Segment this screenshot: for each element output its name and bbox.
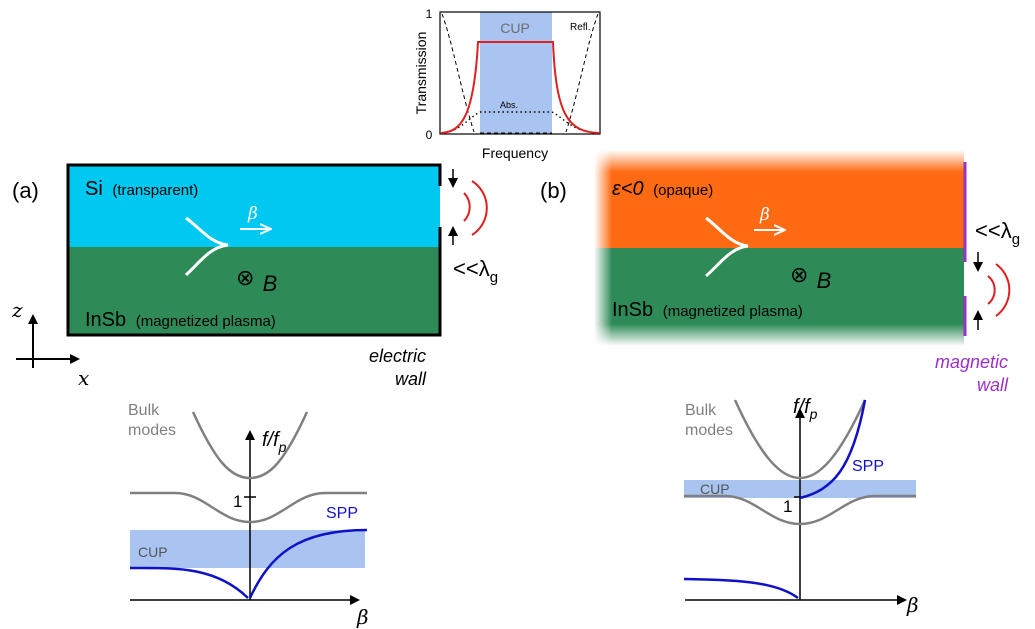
panel-b-opaque-text: ε<0 (opaque) [612,178,713,200]
inset-refl-label: Refl. [570,22,591,33]
panel-b-fade-bottom [594,324,964,346]
panel-b-radiation-wave-1 [987,275,996,305]
inset-plot: 1 0 Transmission Frequency CUP Refl. Abs… [413,7,601,161]
panel-b-beta: β [759,205,770,225]
dispersion-a-spp-label: SPP [326,505,358,522]
inset-abs-label: Abs. [500,100,518,110]
inset-ylabel: Transmission [413,32,429,115]
dispersion-b-tick-label: 1 [783,497,792,516]
panel-b-label: (b) [540,178,567,203]
dispersion-b-spp-label: SPP [852,458,884,475]
panel-a-insb-text: InSb (magnetized plasma) [85,309,276,331]
panel-b-wall-line2: wall [977,375,1009,395]
panel-b-mode-profile [705,216,749,278]
panel-b: (b) ε<0 (opaque) InSb (magnetized plasma… [540,150,1020,395]
panel-a-insb-layer [68,247,440,335]
dispersion-b: 1 f/fp β Bulk modes SPP CUP [683,396,919,617]
panel-b-insb-text: InSb (magnetized plasma) [612,299,803,321]
panel-a-mode-profile [184,216,229,277]
panel-a-wall-line2: wall [395,369,427,389]
panel-b-fade-left [594,150,612,346]
panel-b-radiation-wave-2 [995,263,1011,317]
inset-band-label: CUP [500,20,530,36]
dispersion-b-xlabel: β [906,593,919,617]
panel-a-gap-label: <<λg [453,256,498,286]
inset-tick-top: 1 [426,7,433,21]
panel-a-radiation-wave-1 [463,192,471,222]
panel-b-fade-top [594,150,964,172]
dispersion-b-ylabel: f/fp [793,396,818,422]
inset-cup-band [480,12,552,134]
panel-b-field: ⊗ B [790,262,831,293]
dispersion-a-spp-right [248,528,368,599]
panel-a-electric-wall [66,163,442,337]
panel-a-beta: β [247,204,258,224]
dispersion-a-bulk-lower [130,491,367,524]
dispersion-a-spp-left [129,566,249,599]
panel-b-gap-label: <<λg [975,218,1020,248]
dispersion-a-ylabel: f/fp [262,429,287,455]
panel-a: (a) Si (transparent) InSb (magnetized pl… [12,163,498,389]
dispersion-a-cup-band [130,530,365,568]
inset-transmission-curve [440,41,600,134]
dispersion-b-bulk-upper [733,399,867,480]
inset-xlabel: Frequency [482,145,548,161]
panel-b-wall-line1: magnetic [935,352,1008,372]
dispersion-a-cup-label: CUP [138,544,168,560]
dispersion-b-bulk-line1: Bulk [685,402,717,419]
dispersion-b-bulk-lower [684,494,916,526]
dispersion-b-bulk-line2: modes [685,422,733,439]
dispersion-a-bulk-upper [191,411,309,480]
dispersion-a: 1 f/fp β Bulk modes SPP CUP [128,402,369,629]
dispersion-a-bulk-line1: Bulk [128,402,160,419]
z-axis-label: z [11,298,23,322]
dispersion-b-spp-right [799,399,867,500]
inset-frame [439,11,601,135]
dispersion-b-spp-left [683,577,799,600]
panel-a-field: ⊗ B [236,265,277,296]
dispersion-a-xlabel: β [356,605,369,629]
panel-a-wall-line1: electric [369,346,426,366]
inset-refl-right [565,13,599,133]
coordinate-axes: z x [11,298,89,390]
panel-a-si-layer [68,165,440,247]
inset-tick-bottom: 0 [426,128,433,142]
inset-refl-left [441,13,475,133]
dispersion-a-tick-label: 1 [233,492,242,511]
x-axis-label: x [78,366,89,390]
dispersion-b-cup-label: CUP [700,481,730,497]
panel-a-si-text: Si (transparent) [85,178,198,200]
dispersion-a-bulk-line2: modes [128,422,176,439]
panel-a-label: (a) [12,178,39,203]
panel-a-radiation-wave-2 [471,180,488,236]
